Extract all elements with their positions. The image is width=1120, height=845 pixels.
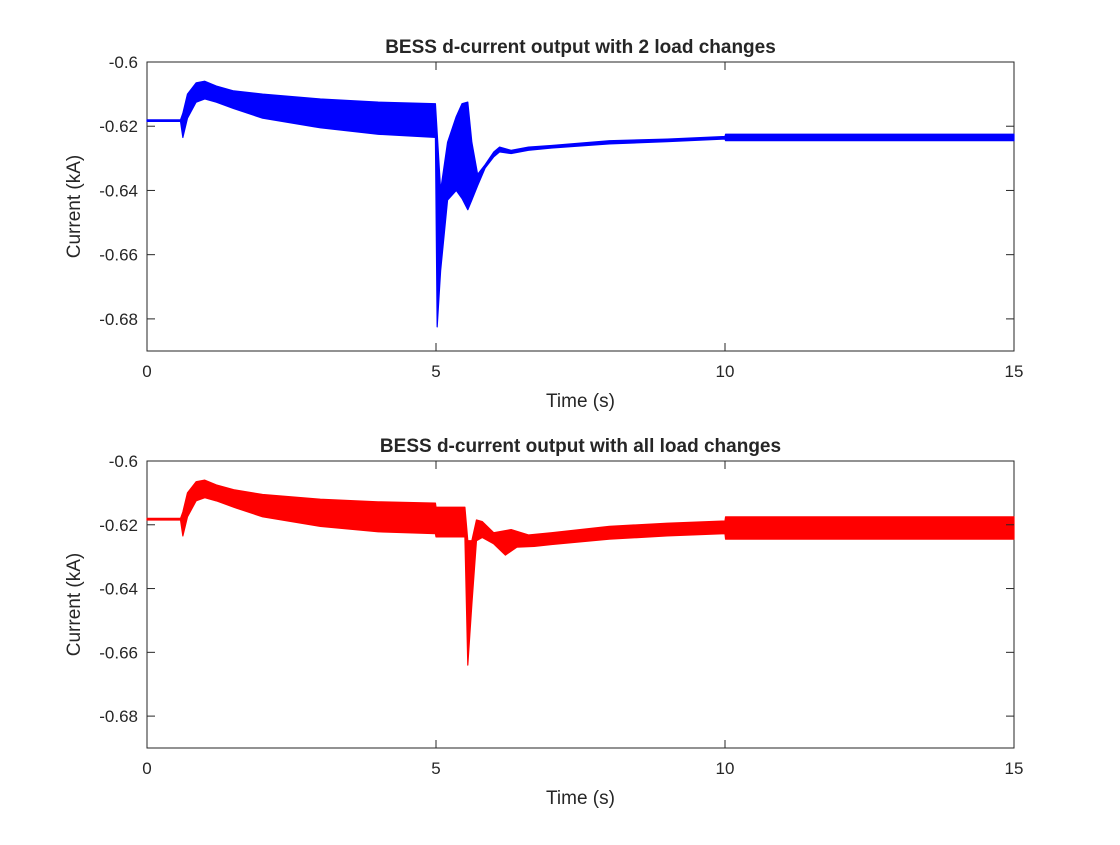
- chart-panel-1: 0 5 10 15 -0.6 -0.62 -0.64 -0.66 -0.68 BESS d-cur…: [64, 37, 1023, 412]
- y-tick-label: -0.68: [99, 310, 138, 329]
- y-axis-label: Current (kA): [64, 553, 85, 656]
- x-tick-label: 10: [716, 362, 735, 381]
- y-tick-label: -0.68: [99, 707, 138, 726]
- y-tick-label: -0.66: [99, 246, 138, 265]
- series-line-1: [146, 80, 1015, 328]
- chart-panel-2: 0 5 10 15 -0.6 -0.62 -0.64 -0.66 -0.68 BESS d-cur…: [64, 436, 1023, 809]
- x-axis-label: Time (s): [546, 391, 615, 412]
- series-group: [146, 80, 1015, 328]
- series-line-1: [146, 479, 1015, 666]
- chart-title: BESS d-current output with 2 load change…: [385, 37, 776, 58]
- x-tick-label: 0: [142, 759, 151, 778]
- y-tick-label: -0.6: [109, 452, 138, 471]
- y-tick-label: -0.66: [99, 643, 138, 662]
- y-tick-label: -0.64: [99, 580, 138, 599]
- y-axis-label: Current (kA): [64, 155, 85, 258]
- y-tick-label: -0.62: [99, 117, 138, 136]
- x-tick-label: 15: [1005, 759, 1024, 778]
- chart-title: BESS d-current output with all load chan…: [380, 436, 781, 457]
- x-tick-label: 5: [431, 362, 440, 381]
- x-tick-label: 0: [142, 362, 151, 381]
- x-tick-label: 10: [716, 759, 735, 778]
- x-axis-label: Time (s): [546, 788, 615, 809]
- x-tick-label: 5: [431, 759, 440, 778]
- x-tick-label: 15: [1005, 362, 1024, 381]
- y-tick-label: -0.62: [99, 516, 138, 535]
- y-tick-label: -0.64: [99, 181, 138, 200]
- y-tick-label: -0.6: [109, 53, 138, 72]
- series-group: [146, 479, 1015, 666]
